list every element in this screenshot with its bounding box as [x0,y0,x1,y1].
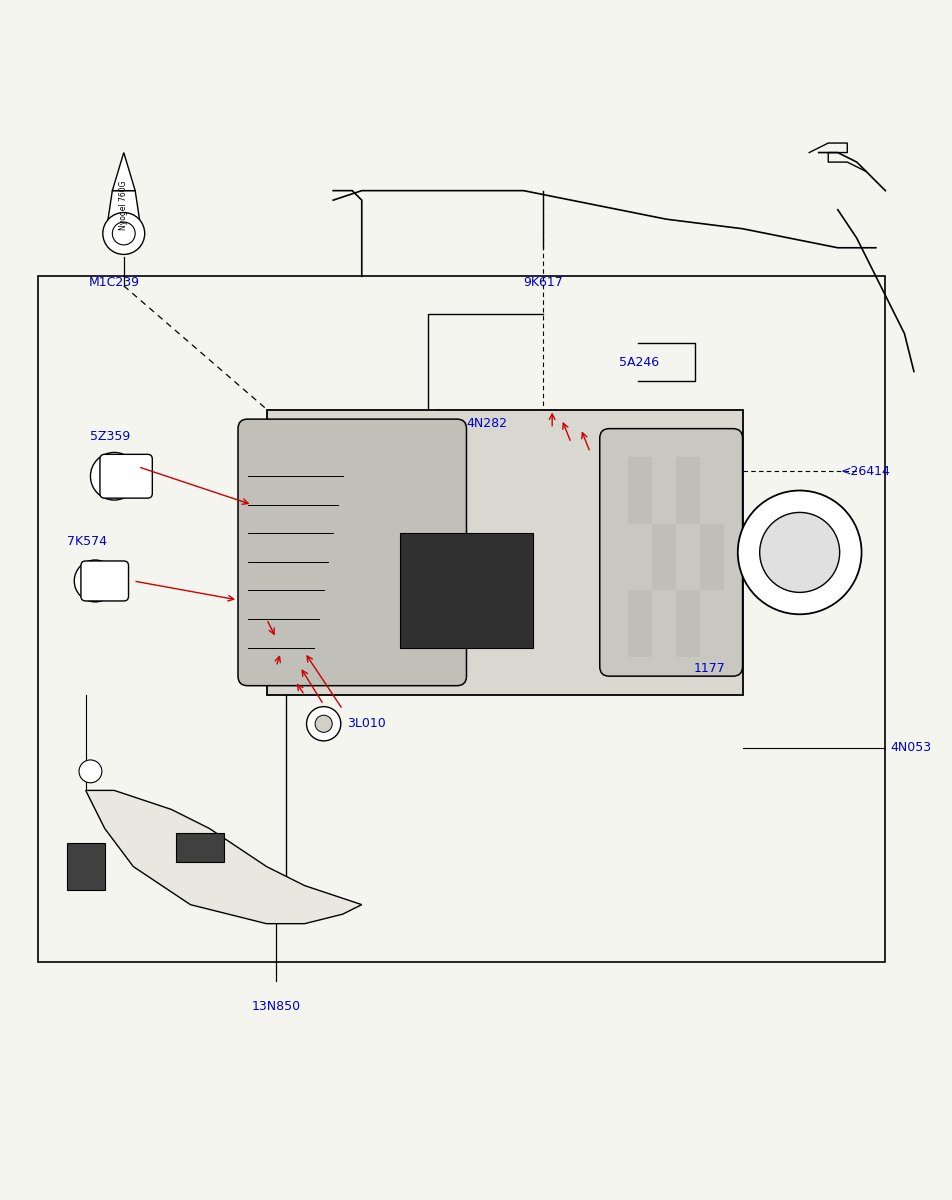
Bar [267,409,743,695]
Circle shape [315,715,332,732]
Bar [676,457,700,524]
Polygon shape [107,191,141,229]
Text: 13N850: 13N850 [251,1000,301,1013]
Text: 5A246: 5A246 [619,355,659,368]
Text: M1C239: M1C239 [89,276,140,289]
Text: <26414: <26414 [841,464,890,478]
Text: Nyogel 760G: Nyogel 760G [119,180,129,229]
FancyBboxPatch shape [238,419,466,685]
Circle shape [760,512,840,593]
Bar [700,524,724,590]
Polygon shape [86,791,362,924]
Text: 9K617: 9K617 [523,276,563,289]
Text: 4N282: 4N282 [466,418,507,431]
Bar [176,833,224,862]
Bar [652,524,676,590]
Circle shape [738,491,862,614]
Circle shape [112,222,135,245]
Circle shape [307,707,341,740]
FancyBboxPatch shape [600,428,743,676]
Text: 7K574: 7K574 [67,535,107,547]
Text: 1177: 1177 [693,662,725,674]
Text: 5Z359: 5Z359 [90,430,130,443]
FancyBboxPatch shape [100,455,152,498]
Bar [628,457,652,524]
Bar [67,842,105,890]
Circle shape [90,452,138,500]
Circle shape [74,560,116,602]
Bar [676,590,700,658]
Text: scuderia: scuderia [237,581,715,677]
Bar [400,533,533,648]
Polygon shape [112,152,135,191]
Circle shape [103,212,145,254]
Text: 4N053: 4N053 [890,742,931,754]
Bar [628,590,652,658]
Circle shape [79,760,102,782]
Text: 3L010: 3L010 [347,718,387,731]
Bar [38,276,885,961]
FancyBboxPatch shape [81,560,129,601]
